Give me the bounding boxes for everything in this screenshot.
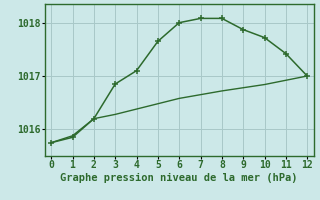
X-axis label: Graphe pression niveau de la mer (hPa): Graphe pression niveau de la mer (hPa) <box>60 173 298 183</box>
